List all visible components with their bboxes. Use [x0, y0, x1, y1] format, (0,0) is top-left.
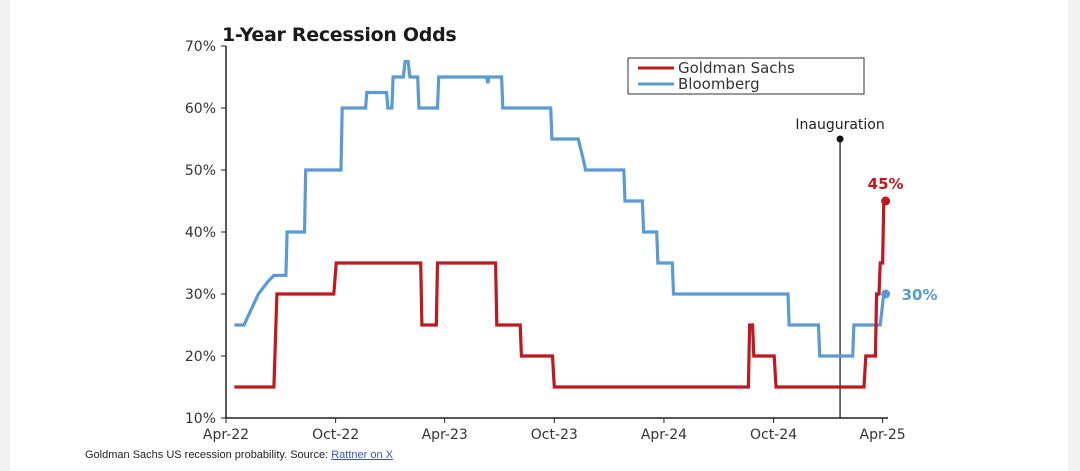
inauguration-label: Inauguration [795, 117, 884, 133]
y-tick-label: 70% [185, 39, 216, 55]
x-tick-label: Apr-24 [641, 427, 687, 443]
x-tick-label: Apr-25 [860, 427, 906, 443]
goldman-sachs-series-line [234, 199, 886, 389]
bloomberg-end-point [881, 289, 891, 299]
y-tick-label: 20% [185, 349, 216, 365]
chart-title: 1-Year Recession Odds [222, 24, 457, 46]
goldman-sachs-end-label: 45% [868, 175, 904, 193]
legend-box [627, 57, 865, 95]
y-tick-label: 60% [185, 101, 216, 117]
chart-caption: Goldman Sachs US recession probability. … [85, 449, 393, 461]
x-tick-label: Apr-23 [422, 427, 468, 443]
chart-card [10, 0, 1068, 471]
legend-label-bloomberg: Bloomberg [678, 75, 760, 93]
source-link[interactable]: Rattner on X [331, 449, 393, 461]
y-tick-label: 30% [185, 287, 216, 303]
inauguration-dot [836, 135, 844, 143]
bloomberg-end-label: 30% [902, 286, 938, 304]
legend-label-goldman-sachs: Goldman Sachs [678, 59, 795, 77]
x-tick-label: Oct-24 [750, 427, 797, 443]
x-tick-label: Oct-22 [312, 427, 359, 443]
caption-text: Goldman Sachs US recession probability. … [85, 449, 332, 461]
y-tick-label: 50% [185, 163, 216, 179]
x-tick-label: Oct-23 [531, 427, 578, 443]
bloomberg-series-line [234, 59, 886, 358]
y-tick-label: 40% [185, 225, 216, 241]
y-tick-label: 10% [185, 411, 216, 427]
goldman-sachs-end-point [881, 196, 891, 206]
x-tick-label: Apr-22 [203, 427, 249, 443]
